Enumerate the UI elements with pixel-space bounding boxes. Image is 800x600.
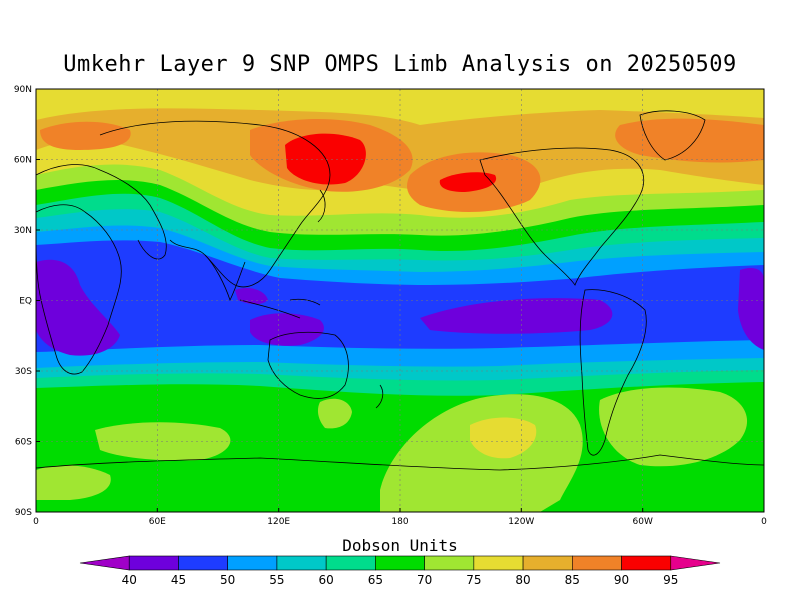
lat-label: 60N (14, 156, 32, 166)
colorbar-segment (670, 555, 721, 571)
coastline-africa (36, 204, 122, 375)
colorbar-segment (227, 555, 278, 571)
colorbar-segment (178, 555, 228, 571)
lon-label: 0 (33, 517, 39, 527)
lon-label: 60W (633, 517, 653, 527)
colorbar-segment (572, 555, 622, 571)
colorbar-tick-label: 60 (319, 573, 334, 587)
colorbar-segment (424, 555, 475, 571)
coastline-japan (317, 189, 326, 223)
colorbar-tick-label: 45 (171, 573, 186, 587)
band-40-45-pacific (420, 298, 613, 334)
coastline-asia (99, 120, 331, 288)
lon-label: 180 (391, 517, 408, 527)
colorbar-title: Dobson Units (342, 536, 458, 555)
band-70-75-south-west (36, 465, 111, 500)
colorbar-segment (325, 555, 376, 571)
axis-ticks (35, 88, 765, 513)
lat-label: EQ (19, 297, 32, 307)
coastline-indonesia (239, 298, 321, 319)
colorbar-tick-label: 40 (122, 573, 137, 587)
colorbar-tick-label: 80 (515, 573, 530, 587)
coastline-australia (267, 331, 349, 399)
coastline-india (204, 254, 246, 302)
band-65-70-south (36, 382, 764, 512)
lat-label: 90N (14, 85, 32, 95)
colorbar-segment (375, 555, 425, 571)
graticule (36, 89, 764, 512)
lon-label: 120W (508, 517, 534, 527)
colorbar-tick-label: 85 (565, 573, 580, 587)
colorbar-tick-label: 50 (220, 573, 235, 587)
colorbar-segment (473, 555, 524, 571)
coastline-greenland (639, 110, 706, 161)
band-40-45-africa (36, 259, 120, 356)
band-70-75-south-pacific2 (317, 398, 352, 429)
coastline-south-america (579, 289, 647, 456)
colorbar-segment (621, 555, 672, 571)
lat-label: 30N (14, 226, 32, 236)
lon-label: 0 (761, 517, 767, 527)
colorbar-segment (522, 555, 573, 571)
coastline-north-america (479, 147, 645, 286)
colorbar-segment (128, 555, 179, 571)
colorbar-tick-label: 70 (417, 573, 432, 587)
lat-label: 30S (15, 367, 32, 377)
band-40-45-atlantic (738, 268, 764, 350)
colorbar-tick-label: 75 (466, 573, 481, 587)
band-85-90-europe (40, 121, 131, 150)
band-75-80-south (470, 417, 537, 459)
band-40-45-india (235, 288, 268, 305)
lat-label: 60S (15, 438, 32, 448)
lon-label: 120E (267, 517, 290, 527)
band-40-45-indonesia (250, 313, 324, 346)
colorbar-tick-label: 55 (269, 573, 284, 587)
band-70-75-south-atlantic (599, 387, 748, 467)
latitude-labels: 90N 60N 30N EQ 30S 60S 90S (14, 85, 32, 518)
lat-label: 90S (15, 508, 32, 518)
colorbar-segment (79, 555, 130, 571)
colorbar-tick-label: 65 (368, 573, 383, 587)
coastline-antarctica (36, 454, 764, 471)
coastline-nz (375, 384, 384, 409)
band-85-90-atlantic (615, 118, 764, 163)
map-title: Umkehr Layer 9 SNP OMPS Limb Analysis on… (63, 52, 737, 77)
colorbar-tick-label: 90 (614, 573, 629, 587)
colorbar: 40 45 50 55 60 65 70 75 80 85 90 95 (79, 555, 721, 587)
coastline-europe (36, 164, 167, 260)
band-90-95-pacific (439, 172, 497, 192)
lon-label: 60E (149, 517, 166, 527)
colorbar-segment (276, 555, 327, 571)
colorbar-tick-label: 95 (663, 573, 678, 587)
longitude-labels: 0 60E 120E 180 120W 60W 0 (33, 517, 767, 527)
coastlines (36, 110, 764, 471)
